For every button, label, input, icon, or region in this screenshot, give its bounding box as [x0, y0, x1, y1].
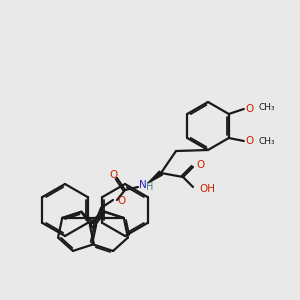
Text: O: O [246, 136, 254, 146]
Text: O: O [109, 170, 117, 180]
Text: O: O [196, 160, 204, 170]
Text: OH: OH [199, 184, 215, 194]
Text: CH₃: CH₃ [259, 103, 275, 112]
Text: O: O [246, 104, 254, 114]
Polygon shape [148, 171, 163, 183]
Text: O: O [117, 196, 125, 206]
Text: N: N [139, 180, 147, 190]
Text: H: H [146, 182, 154, 192]
Text: CH₃: CH₃ [259, 137, 275, 146]
